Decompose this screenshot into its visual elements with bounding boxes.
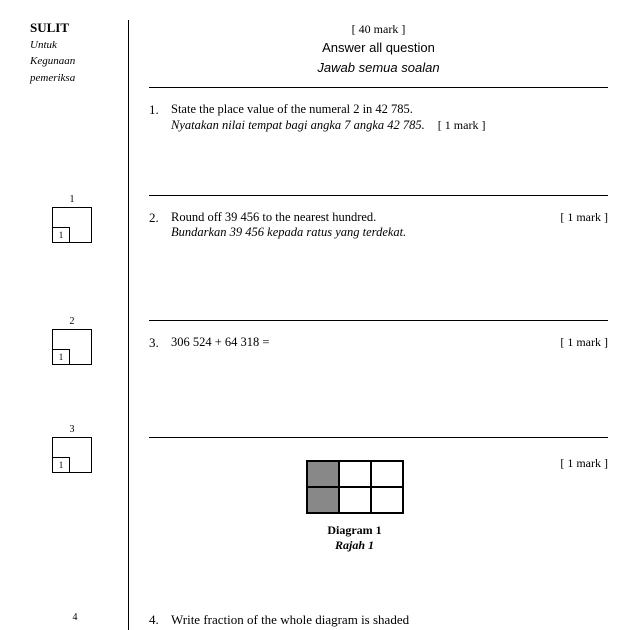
divider xyxy=(149,320,608,321)
instructions-block: [ 40 mark ] Answer all question Jawab se… xyxy=(149,20,608,77)
q4-mark: [ 1 mark ] xyxy=(560,456,608,471)
score-box-2-inner: 1 xyxy=(52,349,70,365)
diagram-cell-shaded xyxy=(307,487,339,513)
question-3: 3. 306 524 + 64 318 = [ 1 mark ] xyxy=(149,327,608,431)
classification-label: SULIT xyxy=(30,20,120,36)
divider xyxy=(149,437,608,438)
score-box-3-inner: 1 xyxy=(52,457,70,473)
instruction-ms: Jawab semua soalan xyxy=(149,58,608,78)
score-box-1-label: 1 xyxy=(52,194,92,205)
header-sub-3: pemeriksa xyxy=(30,71,120,85)
q1-number: 1. xyxy=(149,102,171,133)
instruction-en: Answer all question xyxy=(149,38,608,58)
q2-text-ms: Bundarkan 39 456 kepada ratus yang terde… xyxy=(171,225,538,240)
diagram-cell xyxy=(371,487,403,513)
header-sub-2: Kegunaan xyxy=(30,54,120,68)
diagram-cell-shaded xyxy=(307,461,339,487)
q1-text-en: State the place value of the numeral 2 i… xyxy=(171,102,608,117)
q3-mark: [ 1 mark ] xyxy=(560,335,608,350)
diagram-cell xyxy=(339,487,371,513)
score-box-2-label: 2 xyxy=(52,316,92,327)
score-box-1: 1 1 xyxy=(52,194,92,243)
q3-number: 3. xyxy=(149,335,171,351)
divider xyxy=(149,195,608,196)
score-box-1-inner: 1 xyxy=(52,227,70,243)
q2-text-en: Round off 39 456 to the nearest hundred. xyxy=(171,210,538,225)
diagram-1: Diagram 1 Rajah 1 xyxy=(171,460,538,553)
q2-number: 2. xyxy=(149,210,171,240)
q1-mark: [ 1 mark ] xyxy=(438,118,486,132)
q1-text-ms: Nyatakan nilai tempat bagi angka 7 angka… xyxy=(171,118,425,132)
total-marks: [ 40 mark ] xyxy=(149,20,608,38)
question-2: 2. Round off 39 456 to the nearest hundr… xyxy=(149,202,608,314)
question-1: 1. State the place value of the numeral … xyxy=(149,94,608,189)
q2-answer-space xyxy=(149,240,608,314)
diagram-cell xyxy=(339,461,371,487)
score-box-3-label: 3 xyxy=(52,424,92,435)
score-box-3: 3 1 xyxy=(52,424,92,473)
question-4: [ 1 mark ] xyxy=(149,444,608,553)
cutoff-row: 4 4. Write fraction of the whole diagram… xyxy=(0,612,638,628)
score-box-4-label: 4 xyxy=(30,612,120,628)
q2-mark: [ 1 mark ] xyxy=(560,210,608,225)
diagram-cell xyxy=(371,461,403,487)
q4-text-en: Write fraction of the whole diagram is s… xyxy=(171,612,409,628)
q4-number: 4. xyxy=(149,612,171,628)
divider xyxy=(149,87,608,88)
q1-answer-space xyxy=(149,133,608,189)
diagram-caption-en: Diagram 1 xyxy=(327,523,381,537)
q3-text-en: 306 524 + 64 318 = xyxy=(171,335,538,350)
header-sub-1: Untuk xyxy=(30,38,120,52)
q3-answer-space xyxy=(149,351,608,431)
score-box-2: 2 1 xyxy=(52,316,92,365)
diagram-caption-ms: Rajah 1 xyxy=(335,538,374,552)
